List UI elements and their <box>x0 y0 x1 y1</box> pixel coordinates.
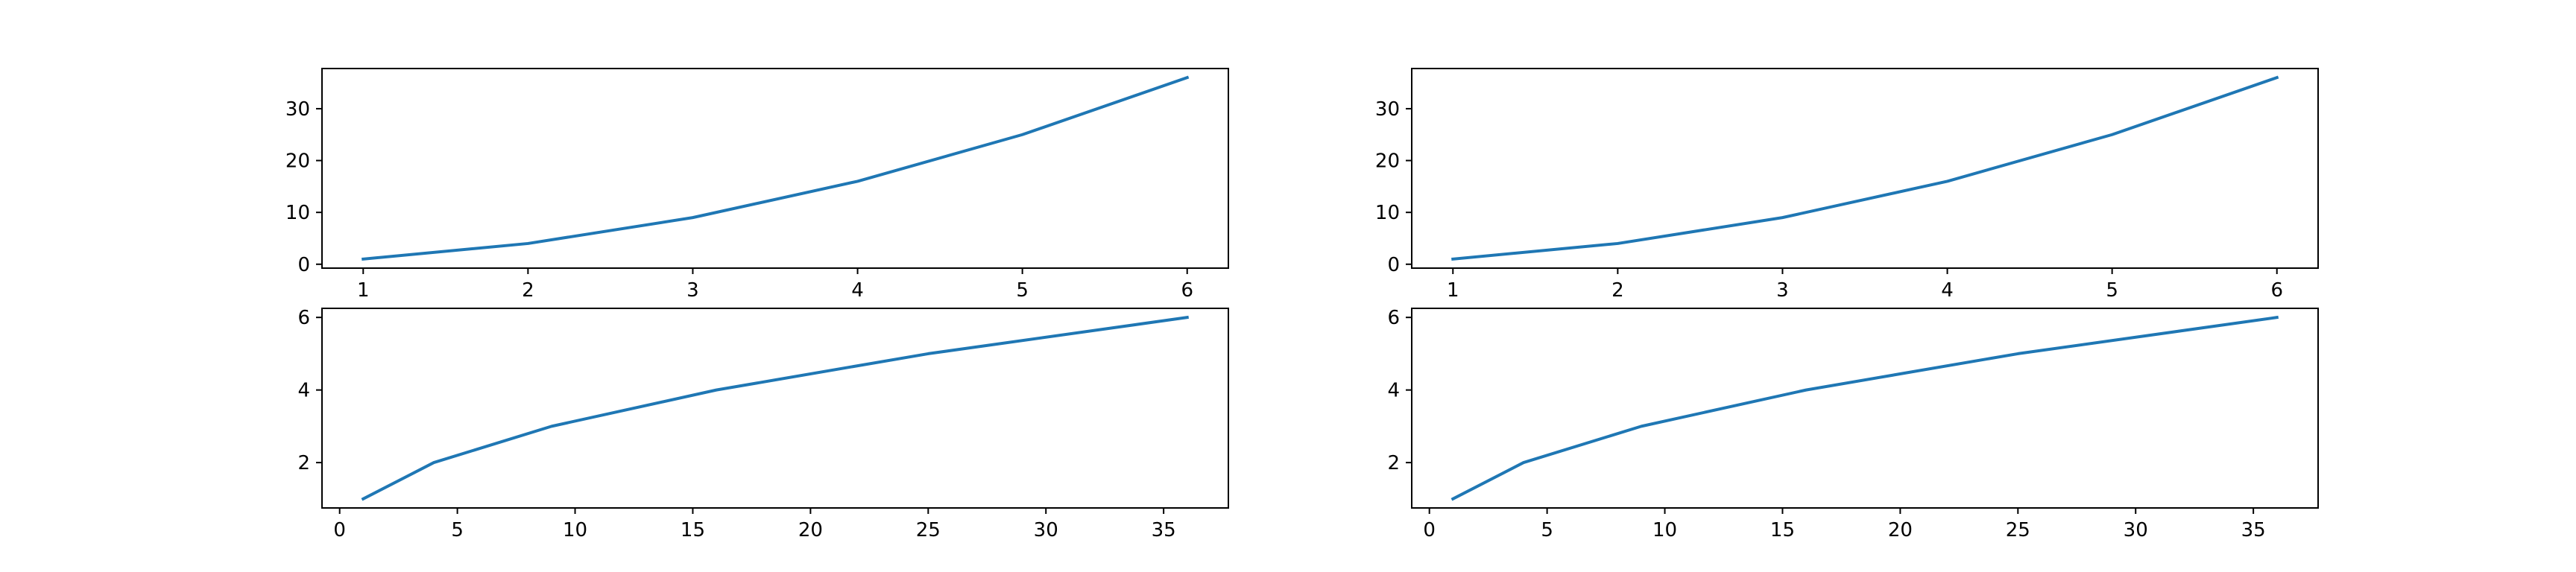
x-tick-label: 15 <box>681 519 705 541</box>
x-tick-label: 6 <box>1181 279 1193 302</box>
x-tick-label: 15 <box>1770 519 1795 541</box>
series-line <box>362 75 1190 261</box>
y-tick-label: 0 <box>1387 254 1400 276</box>
x-tick-label: 3 <box>686 279 699 302</box>
x-tick-label: 10 <box>1652 519 1677 541</box>
y-tick-label: 6 <box>297 307 310 329</box>
x-tick-label: 1 <box>1447 279 1459 302</box>
x-tick-label: 35 <box>1152 519 1176 541</box>
axes-frame <box>321 308 1229 509</box>
subplot-top-left: 1 2 3 4 5 6 0 10 20 30 <box>285 68 1229 302</box>
x-tick-label: 5 <box>451 519 464 541</box>
x-tick-label: 0 <box>333 519 346 541</box>
y-tick-label: 20 <box>1375 150 1400 173</box>
x-tick-label: 4 <box>1941 279 1954 302</box>
y-tick-label: 2 <box>1387 452 1400 474</box>
axes-frame <box>1411 68 2319 269</box>
x-tick-label: 30 <box>2124 519 2148 541</box>
x-tick-label: 20 <box>798 519 823 541</box>
x-tick-label: 35 <box>2241 519 2266 541</box>
y-tick-label: 4 <box>1387 380 1400 402</box>
y-tick-label: 4 <box>297 380 310 402</box>
x-tick-label: 0 <box>1423 519 1436 541</box>
x-tick-label: 5 <box>2106 279 2118 302</box>
y-tick-label: 30 <box>1375 98 1400 121</box>
axes-frame <box>1411 308 2319 509</box>
x-tick-label: 10 <box>563 519 587 541</box>
y-tick-label: 2 <box>297 452 310 474</box>
x-tick-label: 5 <box>1016 279 1029 302</box>
y-tick-label: 10 <box>1375 202 1400 224</box>
y-tick-label: 0 <box>297 254 310 276</box>
series-line <box>361 315 1189 501</box>
x-tick-label: 2 <box>1611 279 1624 302</box>
x-tick-label: 1 <box>357 279 370 302</box>
y-tick-label: 20 <box>285 150 310 173</box>
x-tick-label: 4 <box>851 279 864 302</box>
subplot-bottom-right: 0 5 10 15 20 25 30 35 2 4 6 <box>1387 307 2319 541</box>
x-tick-label: 6 <box>2270 279 2283 302</box>
y-tick-label: 30 <box>285 98 310 121</box>
x-tick-label: 25 <box>2006 519 2030 541</box>
axes-frame <box>321 68 1229 269</box>
x-tick-label: 3 <box>1776 279 1789 302</box>
x-tick-label: 25 <box>916 519 941 541</box>
subplot-top-right: 1 2 3 4 5 6 0 10 20 30 <box>1375 68 2319 302</box>
subplot-bottom-left: 0 5 10 15 20 25 30 35 2 4 6 <box>297 307 1229 541</box>
y-tick-label: 10 <box>285 202 310 224</box>
series-line <box>1450 315 2279 501</box>
y-tick-label: 6 <box>1387 307 1400 329</box>
x-tick-label: 20 <box>1888 519 1913 541</box>
x-tick-label: 2 <box>522 279 534 302</box>
x-tick-label: 5 <box>1541 519 1553 541</box>
series-line <box>1451 75 2279 261</box>
x-tick-label: 30 <box>1034 519 1058 541</box>
